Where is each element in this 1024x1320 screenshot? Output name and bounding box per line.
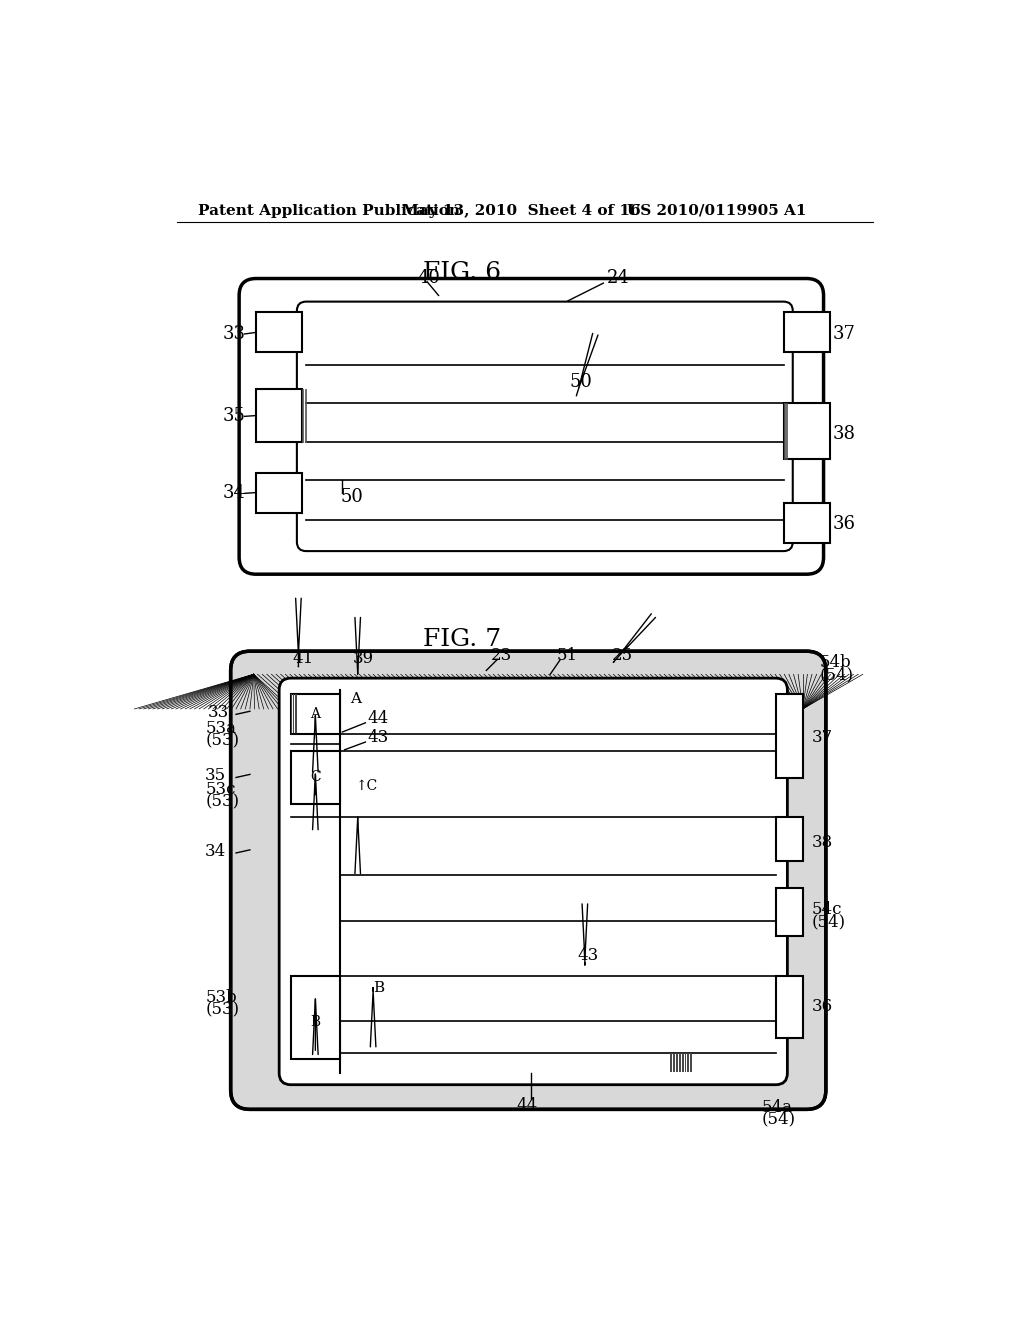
Text: 25: 25 bbox=[611, 647, 633, 664]
Text: 54b: 54b bbox=[819, 655, 852, 672]
Bar bbox=[256, 389, 302, 442]
Text: 53b: 53b bbox=[205, 989, 237, 1006]
FancyBboxPatch shape bbox=[280, 678, 787, 1085]
Text: A: A bbox=[350, 692, 361, 706]
Text: (53): (53) bbox=[205, 1002, 240, 1019]
Text: 33: 33 bbox=[208, 705, 228, 721]
Text: B: B bbox=[373, 982, 384, 995]
FancyBboxPatch shape bbox=[297, 302, 793, 552]
Text: 54a: 54a bbox=[762, 1098, 793, 1115]
Text: 54c: 54c bbox=[812, 900, 843, 917]
Text: 38: 38 bbox=[833, 425, 856, 444]
Bar bbox=[776, 817, 803, 862]
Text: 43: 43 bbox=[368, 729, 389, 746]
Text: 37: 37 bbox=[833, 325, 856, 343]
Text: Patent Application Publication: Patent Application Publication bbox=[199, 203, 461, 218]
Bar bbox=[776, 977, 803, 1038]
Text: 44: 44 bbox=[516, 1097, 538, 1114]
Bar bbox=[291, 751, 340, 804]
Text: A: A bbox=[310, 706, 321, 721]
Text: (54): (54) bbox=[762, 1111, 796, 1127]
Text: 43: 43 bbox=[578, 946, 598, 964]
Text: (53): (53) bbox=[205, 793, 240, 810]
Text: 23: 23 bbox=[490, 647, 512, 664]
Text: 37: 37 bbox=[812, 729, 834, 746]
Text: 41: 41 bbox=[292, 651, 313, 668]
Text: 34: 34 bbox=[205, 843, 226, 859]
Bar bbox=[783, 313, 829, 352]
Text: B: B bbox=[310, 1015, 321, 1028]
Text: 50: 50 bbox=[340, 488, 362, 506]
Bar bbox=[291, 977, 340, 1059]
FancyBboxPatch shape bbox=[240, 279, 823, 574]
Text: 39: 39 bbox=[352, 651, 374, 668]
Text: 36: 36 bbox=[812, 998, 834, 1015]
Text: (54): (54) bbox=[819, 667, 854, 684]
FancyBboxPatch shape bbox=[230, 651, 826, 1109]
Text: 24: 24 bbox=[606, 269, 629, 286]
Text: May 13, 2010  Sheet 4 of 16: May 13, 2010 Sheet 4 of 16 bbox=[401, 203, 640, 218]
Text: ↑C: ↑C bbox=[355, 779, 378, 793]
Text: 44: 44 bbox=[368, 710, 389, 727]
Text: FIG. 6: FIG. 6 bbox=[423, 261, 501, 284]
Text: 33: 33 bbox=[223, 325, 246, 343]
Text: 35: 35 bbox=[205, 767, 226, 784]
Bar bbox=[256, 473, 302, 512]
Text: 50: 50 bbox=[569, 372, 592, 391]
Text: (54): (54) bbox=[812, 913, 846, 931]
Text: 38: 38 bbox=[812, 834, 834, 850]
Bar bbox=[291, 693, 340, 734]
Text: FIG. 7: FIG. 7 bbox=[423, 628, 501, 651]
Text: 40: 40 bbox=[417, 269, 440, 286]
Text: US 2010/0119905 A1: US 2010/0119905 A1 bbox=[628, 203, 807, 218]
Text: 34: 34 bbox=[223, 484, 246, 503]
Bar bbox=[776, 693, 803, 779]
Text: 51: 51 bbox=[556, 647, 578, 664]
Text: 36: 36 bbox=[833, 515, 856, 533]
Text: (53): (53) bbox=[205, 733, 240, 748]
Text: 35: 35 bbox=[223, 408, 246, 425]
Text: C: C bbox=[310, 771, 321, 784]
Bar bbox=[783, 503, 829, 544]
Bar bbox=[776, 888, 803, 936]
Bar bbox=[783, 404, 829, 459]
Text: 53a: 53a bbox=[205, 719, 237, 737]
Text: 53c: 53c bbox=[205, 781, 236, 799]
Bar bbox=[256, 313, 302, 352]
